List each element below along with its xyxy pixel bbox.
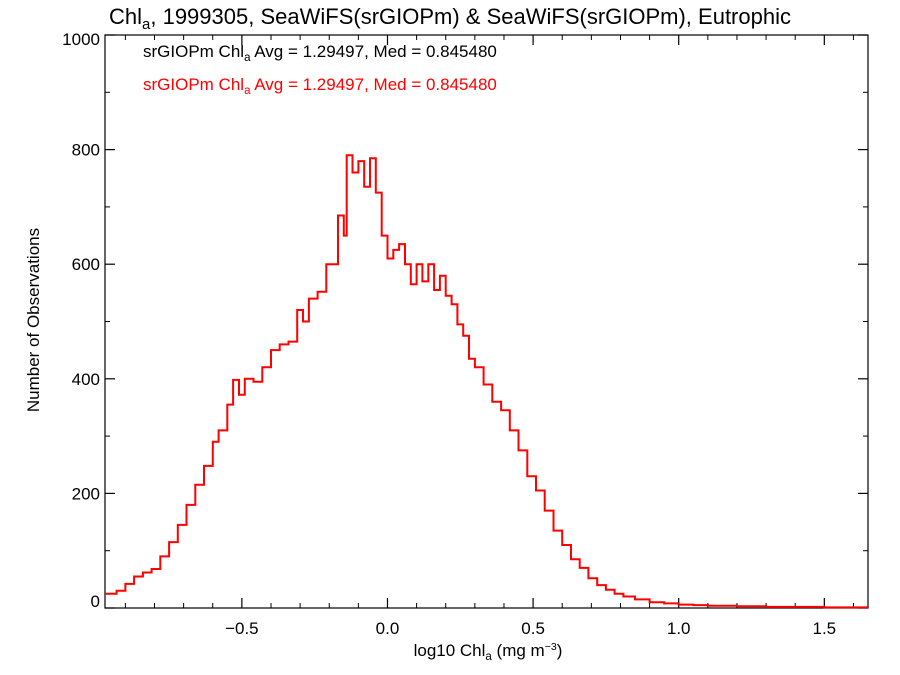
chart-title: Chla, 1999305, SeaWiFS(srGIOPm) & SeaWiF…: [109, 4, 791, 34]
x-tick-label: 1.5: [812, 619, 836, 638]
legend-line-2: srGIOPm Chla Avg = 1.29497, Med = 0.8454…: [143, 75, 497, 98]
y-tick-label: 400: [72, 370, 100, 389]
y-tick-label: 200: [72, 484, 100, 503]
plot-frame: [104, 34, 869, 609]
histogram-series-line: [105, 154, 868, 609]
x-tick-label: 1.0: [667, 619, 691, 638]
x-tick-label: 0.0: [376, 619, 400, 638]
y-tick-label: 600: [72, 255, 100, 274]
x-tick-label: −0.5: [225, 619, 259, 638]
legend-line-1: srGIOPm Chla Avg = 1.29497, Med = 0.8454…: [143, 42, 497, 65]
y-tick-label: 1000: [62, 30, 100, 49]
x-tick-label: 0.5: [521, 619, 545, 638]
x-axis-label: log10 Chla (mg m−3): [413, 641, 563, 664]
y-tick-label: 800: [72, 141, 100, 160]
y-axis-label: Number of Observations: [24, 227, 43, 413]
y-tick-label: 0: [91, 592, 100, 611]
